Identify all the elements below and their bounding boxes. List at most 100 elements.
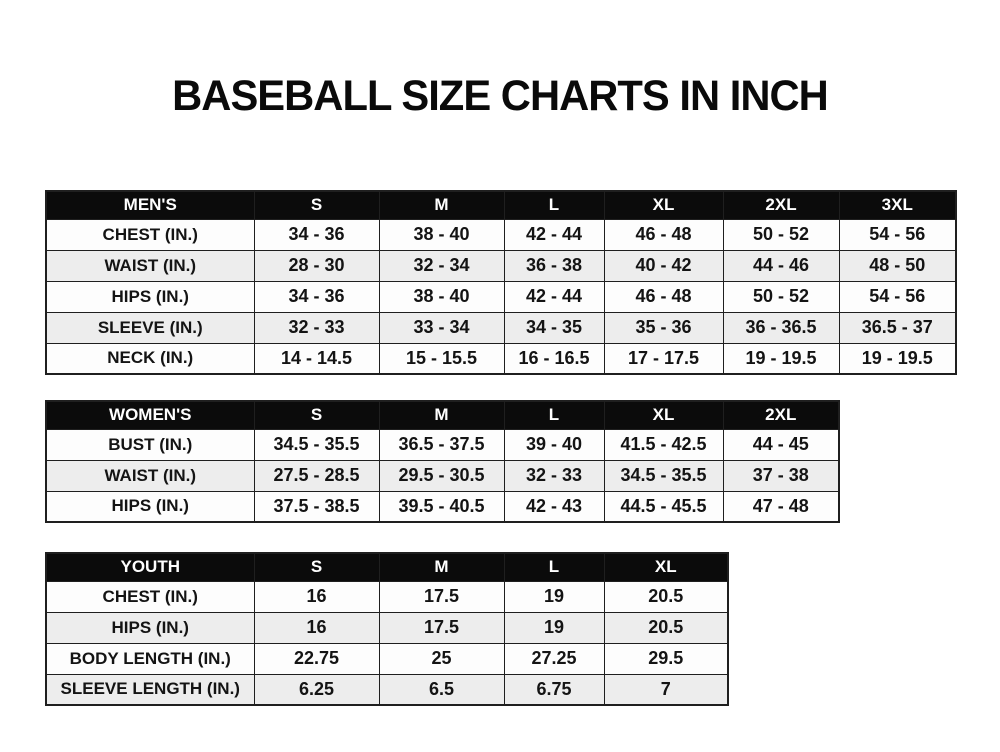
header-row: WOMEN'S S M L XL 2XL xyxy=(45,400,840,430)
womens-size-table: WOMEN'S S M L XL 2XL BUST (IN.) 34.5 - 35.5 36.5… xyxy=(45,400,840,523)
size-value: 38 - 40 xyxy=(378,280,505,313)
size-value: 48 - 50 xyxy=(838,249,957,282)
table-row: HIPS (IN.) 37.5 - 38.5 39.5 - 40.5 42 - 43 4… xyxy=(45,490,840,523)
size-value: 37 - 38 xyxy=(722,459,840,492)
measurement-label: NECK (IN.) xyxy=(45,342,255,375)
size-value: 27.5 - 28.5 xyxy=(253,459,380,492)
size-value: 7 xyxy=(603,673,729,706)
table-row: SLEEVE LENGTH (IN.) 6.25 6.5 6.75 7 xyxy=(45,673,729,706)
size-value: 34 - 35 xyxy=(503,311,605,344)
size-header-cell: M xyxy=(378,552,505,582)
size-header-cell: S xyxy=(253,400,380,430)
size-value: 44 - 46 xyxy=(722,249,840,282)
size-value: 36 - 36.5 xyxy=(722,311,840,344)
size-value: 20.5 xyxy=(603,611,729,644)
size-header-cell: 3XL xyxy=(838,190,957,220)
table-row: HIPS (IN.) 16 17.5 19 20.5 xyxy=(45,611,729,644)
table-row: WAIST (IN.) 27.5 - 28.5 29.5 - 30.5 32 - 33… xyxy=(45,459,840,492)
size-value: 15 - 15.5 xyxy=(378,342,505,375)
size-header-cell: XL xyxy=(603,552,729,582)
header-row: MEN'S S M L XL 2XL 3XL xyxy=(45,190,957,220)
measurement-label: WAIST (IN.) xyxy=(45,249,255,282)
size-value: 34 - 36 xyxy=(253,218,380,251)
size-value: 34.5 - 35.5 xyxy=(603,459,724,492)
table-title-cell: WOMEN'S xyxy=(45,400,255,430)
size-value: 19 - 19.5 xyxy=(722,342,840,375)
mens-size-table: MEN'S S M L XL 2XL 3XL CHEST (IN.) 34 - 36 38 - 4… xyxy=(45,190,957,375)
measurement-label: BUST (IN.) xyxy=(45,428,255,461)
size-value: 6.5 xyxy=(378,673,505,706)
size-value: 54 - 56 xyxy=(838,218,957,251)
page-title: BASEBALL SIZE CHARTS IN INCH xyxy=(172,72,829,120)
size-header-cell: XL xyxy=(603,190,724,220)
size-value: 28 - 30 xyxy=(253,249,380,282)
size-value: 42 - 44 xyxy=(503,218,605,251)
size-value: 38 - 40 xyxy=(378,218,505,251)
size-value: 36.5 - 37.5 xyxy=(378,428,505,461)
size-value: 50 - 52 xyxy=(722,280,840,313)
size-value: 32 - 33 xyxy=(253,311,380,344)
size-value: 47 - 48 xyxy=(722,490,840,523)
table-row: BODY LENGTH (IN.) 22.75 25 27.25 29.5 xyxy=(45,642,729,675)
measurement-label: HIPS (IN.) xyxy=(45,611,255,644)
size-value: 41.5 - 42.5 xyxy=(603,428,724,461)
size-value: 17.5 xyxy=(378,580,505,613)
size-value: 37.5 - 38.5 xyxy=(253,490,380,523)
size-header-cell: S xyxy=(253,190,380,220)
measurement-label: HIPS (IN.) xyxy=(45,490,255,523)
size-value: 16 - 16.5 xyxy=(503,342,605,375)
size-header-cell: L xyxy=(503,190,605,220)
size-value: 35 - 36 xyxy=(603,311,724,344)
table-row: BUST (IN.) 34.5 - 35.5 36.5 - 37.5 39 - 40 4… xyxy=(45,428,840,461)
size-value: 19 xyxy=(503,580,605,613)
size-value: 46 - 48 xyxy=(603,280,724,313)
measurement-label: SLEEVE (IN.) xyxy=(45,311,255,344)
size-header-cell: M xyxy=(378,400,505,430)
header-row: YOUTH S M L XL xyxy=(45,552,729,582)
size-header-cell: S xyxy=(253,552,380,582)
size-value: 16 xyxy=(253,580,380,613)
size-value: 36 - 38 xyxy=(503,249,605,282)
size-value: 27.25 xyxy=(503,642,605,675)
table-row: SLEEVE (IN.) 32 - 33 33 - 34 34 - 35 35 - 36… xyxy=(45,311,957,344)
size-value: 32 - 34 xyxy=(378,249,505,282)
size-value: 39.5 - 40.5 xyxy=(378,490,505,523)
measurement-label: SLEEVE LENGTH (IN.) xyxy=(45,673,255,706)
measurement-label: WAIST (IN.) xyxy=(45,459,255,492)
size-value: 50 - 52 xyxy=(722,218,840,251)
size-value: 40 - 42 xyxy=(603,249,724,282)
size-value: 42 - 44 xyxy=(503,280,605,313)
size-value: 14 - 14.5 xyxy=(253,342,380,375)
table-row: HIPS (IN.) 34 - 36 38 - 40 42 - 44 46 - 48 50… xyxy=(45,280,957,313)
size-value: 6.25 xyxy=(253,673,380,706)
size-header-cell: 2XL xyxy=(722,400,840,430)
size-header-cell: L xyxy=(503,400,605,430)
size-value: 36.5 - 37 xyxy=(838,311,957,344)
measurement-label: BODY LENGTH (IN.) xyxy=(45,642,255,675)
size-value: 32 - 33 xyxy=(503,459,605,492)
measurement-label: CHEST (IN.) xyxy=(45,218,255,251)
size-value: 29.5 xyxy=(603,642,729,675)
size-value: 34.5 - 35.5 xyxy=(253,428,380,461)
size-value: 16 xyxy=(253,611,380,644)
size-value: 54 - 56 xyxy=(838,280,957,313)
size-value: 46 - 48 xyxy=(603,218,724,251)
table-row: WAIST (IN.) 28 - 30 32 - 34 36 - 38 40 - 42 4… xyxy=(45,249,957,282)
size-value: 22.75 xyxy=(253,642,380,675)
size-value: 17.5 xyxy=(378,611,505,644)
size-value: 29.5 - 30.5 xyxy=(378,459,505,492)
size-value: 20.5 xyxy=(603,580,729,613)
size-value: 33 - 34 xyxy=(378,311,505,344)
table-title-cell: YOUTH xyxy=(45,552,255,582)
size-value: 6.75 xyxy=(503,673,605,706)
size-value: 42 - 43 xyxy=(503,490,605,523)
youth-size-table: YOUTH S M L XL CHEST (IN.) 16 17.5 19 20.5 HIPS (I… xyxy=(45,552,729,706)
size-value: 19 - 19.5 xyxy=(838,342,957,375)
size-value: 19 xyxy=(503,611,605,644)
table-row: CHEST (IN.) 16 17.5 19 20.5 xyxy=(45,580,729,613)
size-value: 34 - 36 xyxy=(253,280,380,313)
size-value: 17 - 17.5 xyxy=(603,342,724,375)
size-value: 25 xyxy=(378,642,505,675)
size-value: 44 - 45 xyxy=(722,428,840,461)
